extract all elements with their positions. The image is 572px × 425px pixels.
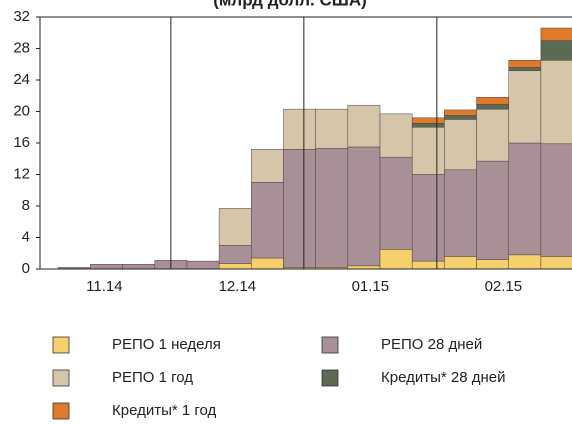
- bar-segment: [283, 108, 316, 150]
- bar-segment: [218, 208, 252, 246]
- bar-segment: [540, 256, 572, 270]
- bar-segment: [508, 70, 542, 144]
- bar-segment: [540, 40, 572, 61]
- bar-segment: [508, 142, 542, 256]
- chart-title: (млрд долл. США): [213, 0, 367, 9]
- bar-segment: [379, 156, 413, 250]
- bar-segment: [251, 149, 284, 183]
- bar-segment: [251, 182, 284, 259]
- bar-segment: [444, 119, 477, 171]
- bar-segment: [476, 160, 509, 260]
- bar-segment: [540, 60, 572, 145]
- y-tick-label: 28: [13, 39, 30, 56]
- legend-swatch: [52, 336, 70, 354]
- bar-segment: [90, 264, 123, 270]
- bar-segment: [347, 146, 381, 267]
- bar-segment: [411, 117, 445, 124]
- bar-segment: [283, 149, 316, 268]
- y-tick-label: 12: [13, 165, 30, 182]
- y-tick-label: 16: [13, 134, 30, 151]
- bar-segment: [379, 249, 413, 270]
- x-tick-label: 12.14: [219, 278, 257, 295]
- legend-swatch: [321, 336, 339, 354]
- plot: [57, 27, 572, 270]
- bar-segment: [444, 109, 477, 116]
- bar-segment: [540, 27, 572, 41]
- bar-segment: [476, 97, 509, 105]
- legend-label: РЕПО 28 дней: [381, 336, 482, 353]
- bar-segment: [411, 260, 445, 270]
- bar-segment: [379, 113, 413, 158]
- bar-segment: [315, 148, 349, 268]
- legend-swatch: [52, 402, 70, 420]
- legend-label: Кредиты* 1 год: [112, 402, 217, 419]
- bar-segment: [476, 104, 509, 110]
- bar-segment: [444, 256, 477, 270]
- bar-segment: [508, 60, 542, 68]
- bar-segment: [508, 67, 542, 71]
- bar-segment: [218, 245, 252, 264]
- y-tick-label: 32: [13, 8, 30, 25]
- x-tick-label: 02.15: [485, 278, 523, 295]
- x-tick-label: 11.14: [86, 278, 122, 295]
- bar-segment: [411, 174, 445, 262]
- y-tick-label: 24: [13, 71, 30, 88]
- legend-swatch: [321, 369, 339, 387]
- y-tick-label: 8: [22, 197, 30, 214]
- bar-segment: [540, 143, 572, 257]
- legend-swatch: [52, 369, 70, 387]
- bar-segment: [251, 257, 284, 270]
- legend-label: Кредиты* 28 дней: [381, 369, 506, 386]
- bar-segment: [444, 115, 477, 120]
- bar-segment: [186, 260, 220, 270]
- y-tick-label: 4: [22, 228, 30, 245]
- bar-segment: [347, 104, 381, 148]
- bar-segment: [476, 108, 509, 162]
- bar-segment: [315, 108, 349, 149]
- y-tick-label: 0: [22, 260, 30, 277]
- bar-segment: [411, 123, 445, 128]
- y-tick-label: 20: [13, 102, 30, 119]
- legend-label: РЕПО 1 неделя: [112, 336, 221, 353]
- bar-segment: [411, 127, 445, 175]
- legend-label: РЕПО 1 год: [112, 369, 193, 386]
- x-tick-label: 01.15: [352, 278, 390, 295]
- bar-segment: [218, 263, 252, 270]
- bar-segment: [508, 254, 542, 270]
- bar-segment: [122, 264, 156, 270]
- bar-segment: [476, 259, 509, 270]
- bar-segment: [444, 169, 477, 257]
